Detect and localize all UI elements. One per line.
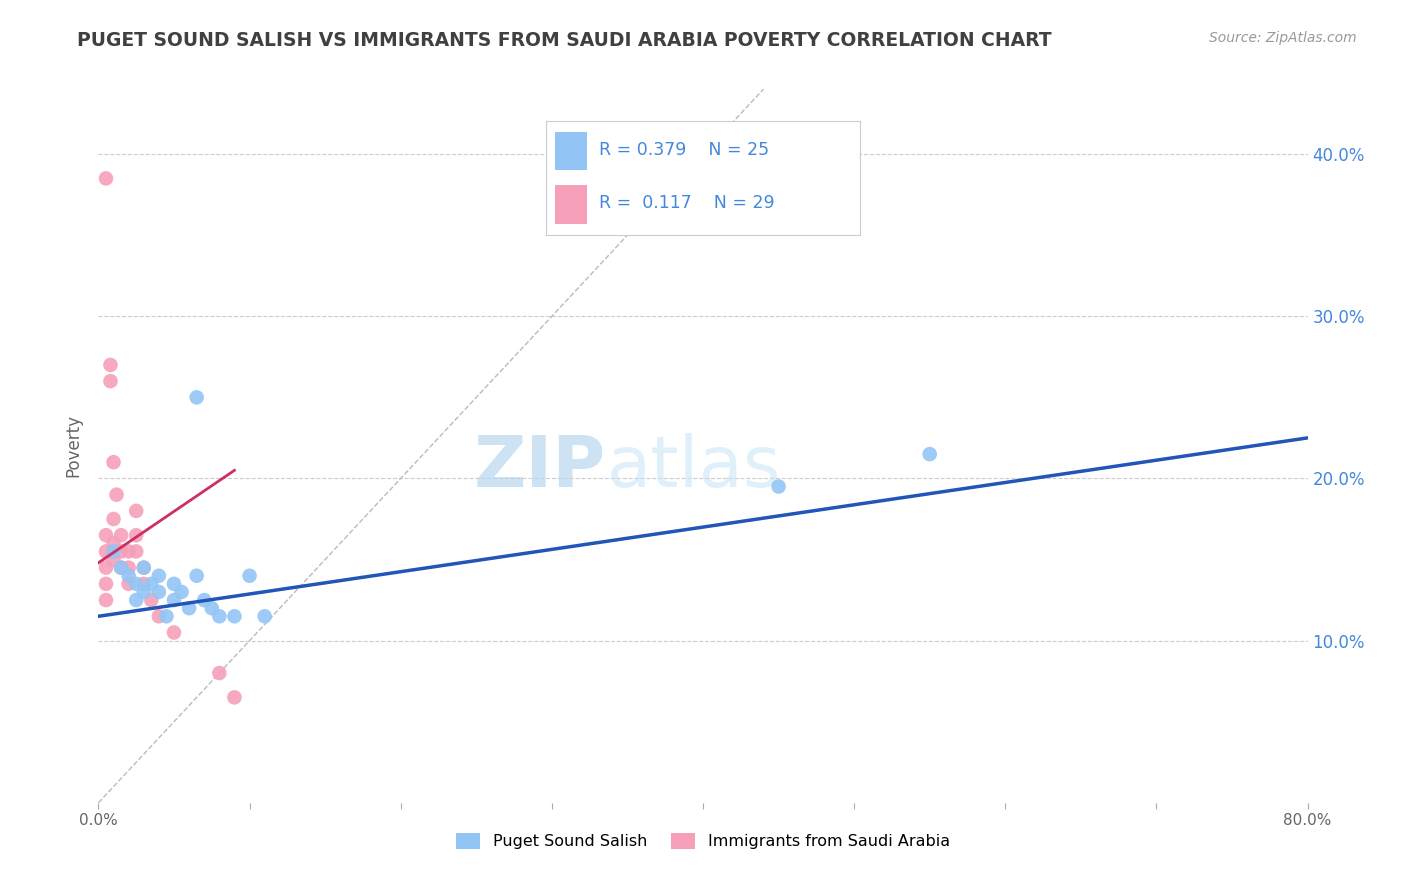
Point [163, 577, 186, 591]
Point [103, 512, 125, 526]
Point [94, 171, 117, 186]
Point [179, 601, 201, 615]
Point [163, 593, 186, 607]
Text: atlas: atlas [606, 433, 780, 502]
Point [132, 585, 155, 599]
Point [100, 374, 122, 388]
Point [103, 536, 125, 550]
Point [918, 447, 941, 461]
Point [94, 528, 117, 542]
Point [103, 552, 125, 566]
Point [125, 528, 148, 542]
Point [239, 568, 262, 582]
Point [141, 577, 163, 591]
Point [163, 625, 186, 640]
Point [94, 544, 117, 558]
Point [105, 488, 128, 502]
Point [224, 609, 246, 624]
Point [103, 544, 125, 558]
Point [768, 479, 790, 493]
Point [94, 577, 117, 591]
Point [94, 560, 117, 574]
Point [148, 585, 170, 599]
Point [224, 690, 246, 705]
Legend: Puget Sound Salish, Immigrants from Saudi Arabia: Puget Sound Salish, Immigrants from Saud… [450, 826, 956, 855]
Point [118, 577, 141, 591]
Point [141, 593, 163, 607]
Point [132, 560, 155, 574]
Point [125, 577, 148, 591]
Y-axis label: Poverty: Poverty [65, 415, 83, 477]
Point [132, 577, 155, 591]
Point [118, 560, 141, 574]
Point [186, 390, 208, 404]
Point [110, 528, 132, 542]
Text: PUGET SOUND SALISH VS IMMIGRANTS FROM SAUDI ARABIA POVERTY CORRELATION CHART: PUGET SOUND SALISH VS IMMIGRANTS FROM SA… [77, 31, 1052, 50]
Point [94, 593, 117, 607]
Point [208, 666, 231, 681]
Point [125, 504, 148, 518]
Point [132, 560, 155, 574]
Point [193, 593, 215, 607]
Point [100, 358, 122, 372]
Point [125, 544, 148, 558]
Point [201, 601, 224, 615]
Text: ZIP: ZIP [474, 433, 606, 502]
Point [148, 568, 170, 582]
Point [110, 544, 132, 558]
Point [155, 609, 177, 624]
Point [125, 593, 148, 607]
Text: Source: ZipAtlas.com: Source: ZipAtlas.com [1209, 31, 1357, 45]
Point [148, 609, 170, 624]
Point [110, 560, 132, 574]
Point [170, 585, 193, 599]
Point [208, 609, 231, 624]
Point [103, 455, 125, 469]
Point [118, 568, 141, 582]
Point [110, 560, 132, 574]
Point [186, 568, 208, 582]
Point [118, 544, 141, 558]
Point [253, 609, 276, 624]
